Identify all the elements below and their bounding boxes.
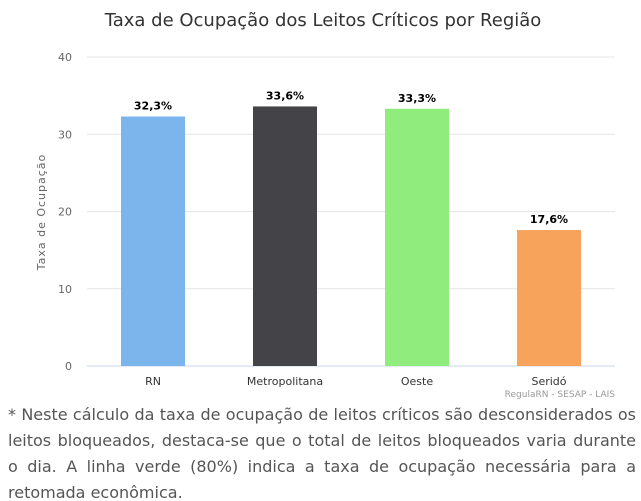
- bar-oeste: [385, 108, 449, 366]
- y-tick-label: 30: [58, 128, 72, 141]
- x-tick-label: Metropolitana: [247, 375, 323, 388]
- bar-seridó: [517, 230, 581, 366]
- data-label: 33,3%: [398, 92, 436, 105]
- data-label: 33,6%: [266, 89, 304, 102]
- data-labels: 32,3% 33,6% 33,3% 17,6%: [133, 88, 570, 227]
- bar-rn: [121, 116, 185, 366]
- footnote: * Neste cálculo da taxa de ocupação de l…: [8, 405, 636, 501]
- y-tick-label: 40: [58, 51, 72, 64]
- bar-metropolitana: [253, 106, 317, 366]
- y-tick-label: 0: [65, 360, 72, 373]
- x-axis-ticks: RN Metropolitana Oeste Seridó: [145, 375, 567, 388]
- y-axis-ticks: 0 10 20 30 40: [58, 51, 72, 373]
- y-axis-label: Taxa de Ocupação: [35, 154, 48, 272]
- x-tick-label: Oeste: [401, 375, 433, 388]
- bar-chart: Taxa de Ocupação dos Leitos Críticos por…: [35, 10, 616, 400]
- chart-title: Taxa de Ocupação dos Leitos Críticos por…: [104, 10, 542, 31]
- data-label: 32,3%: [134, 99, 172, 112]
- x-tick-label: RN: [145, 375, 161, 388]
- bars: [121, 106, 581, 366]
- y-tick-label: 20: [58, 206, 72, 219]
- x-tick-label: Seridó: [531, 375, 566, 388]
- y-tick-label: 10: [58, 283, 72, 296]
- chart-credits: RegulaRN - SESAP - LAIS: [505, 390, 616, 400]
- data-label: 17,6%: [530, 213, 568, 226]
